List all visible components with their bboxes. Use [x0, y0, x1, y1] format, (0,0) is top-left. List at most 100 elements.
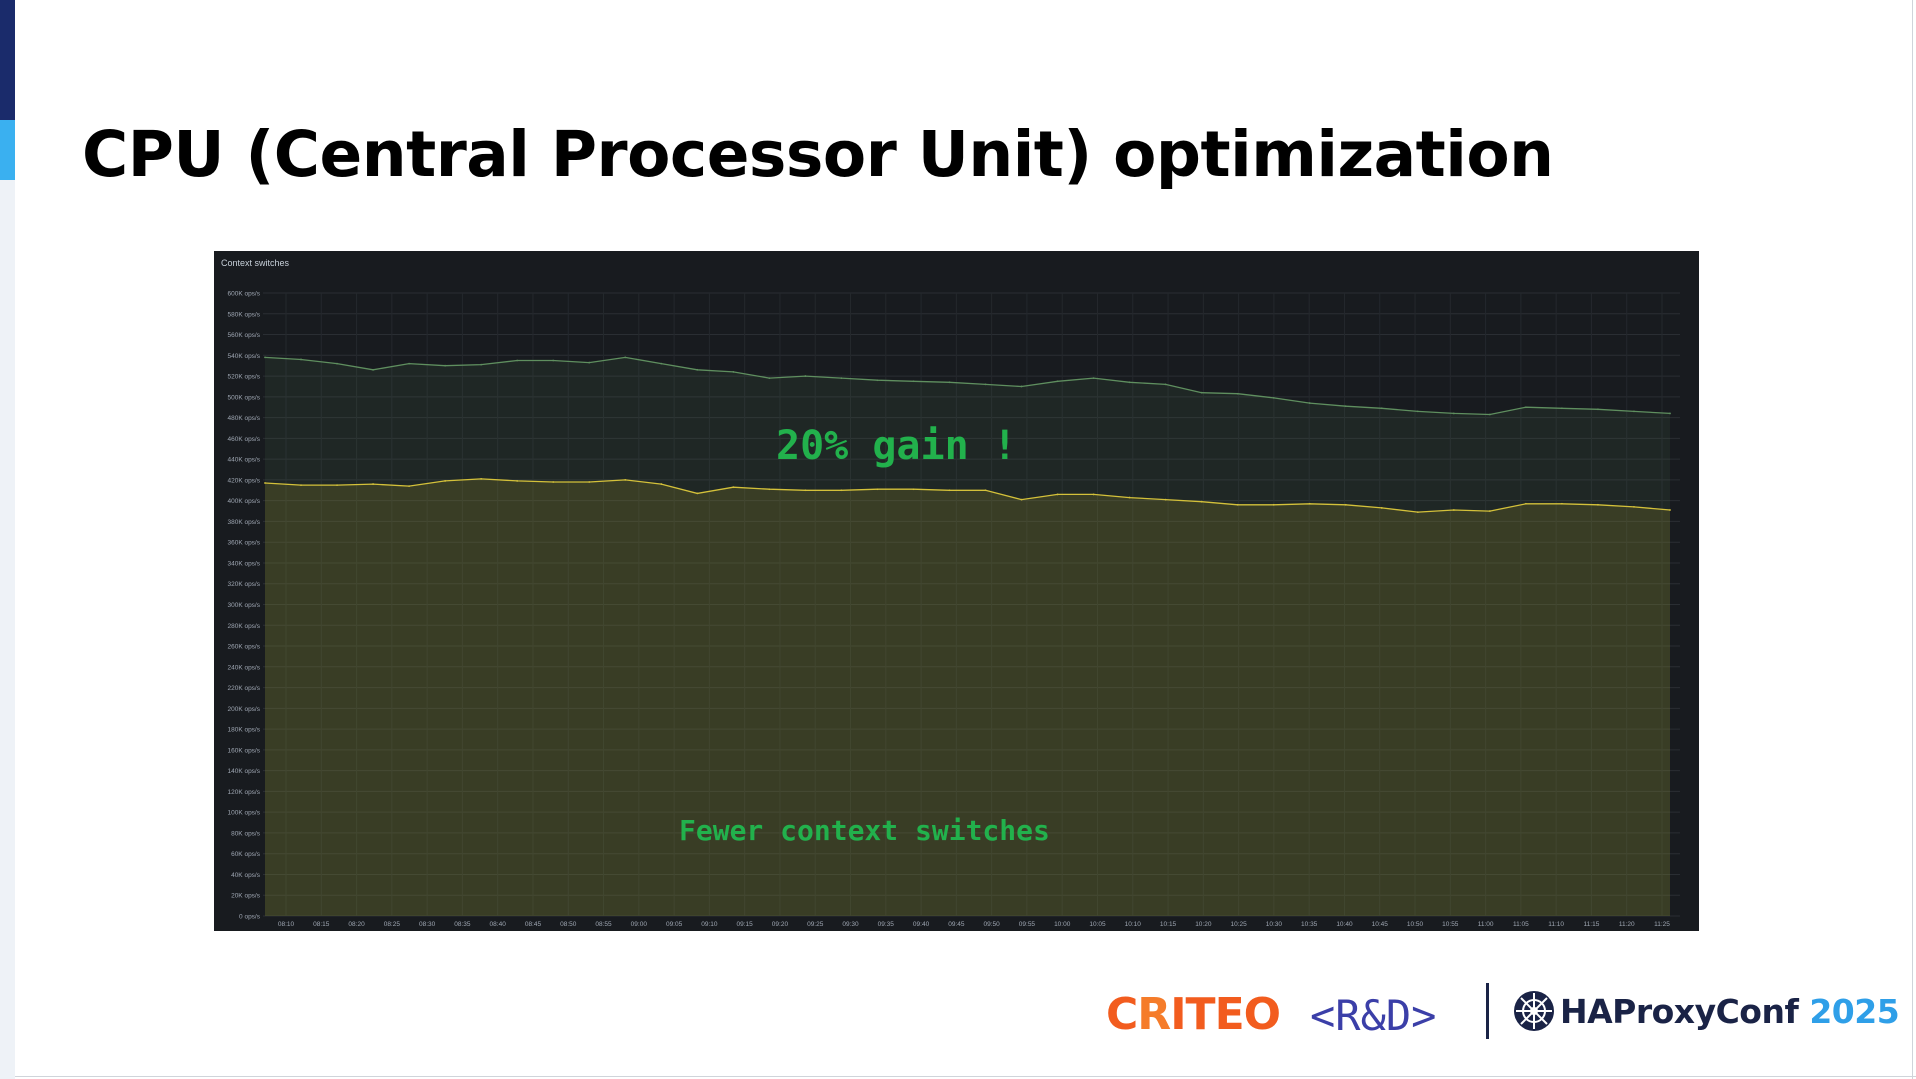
series-before-point: [660, 362, 663, 365]
x-tick-label: 11:25: [1654, 921, 1670, 928]
series-after-point: [804, 489, 807, 492]
y-tick-label: 420K ops/s: [227, 477, 260, 484]
y-tick-label: 400K ops/s: [227, 498, 260, 505]
series-before-point: [1092, 377, 1095, 380]
series-after-point: [1524, 502, 1527, 505]
y-tick-label: 360K ops/s: [227, 540, 260, 547]
series-before-point: [1056, 380, 1059, 383]
y-tick-label: 600K ops/s: [227, 291, 260, 298]
footer-divider: [1486, 983, 1489, 1039]
x-tick-label: 09:15: [737, 921, 754, 928]
left-accent-strip: [0, 0, 15, 1079]
series-after-point: [1164, 498, 1167, 501]
series-after-point: [696, 492, 699, 495]
series-before-point: [552, 359, 555, 362]
series-before-point: [1416, 410, 1419, 413]
y-tick-label: 440K ops/s: [227, 457, 260, 464]
series-after-point: [1488, 510, 1491, 512]
series-after-area: [265, 478, 1670, 916]
y-tick-label: 340K ops/s: [227, 560, 260, 567]
y-tick-label: 280K ops/s: [227, 623, 260, 630]
y-tick-label: 300K ops/s: [227, 602, 260, 609]
series-after-point: [732, 486, 735, 489]
series-after-point: [768, 488, 771, 491]
series-before-point: [264, 356, 266, 359]
y-tick-label: 0 ops/s: [239, 914, 261, 921]
x-tick-label: 09:55: [1019, 921, 1036, 928]
series-after-point: [1092, 493, 1095, 496]
x-tick-label: 08:45: [525, 921, 542, 928]
series-before-point: [1344, 405, 1347, 408]
x-tick-label: 09:35: [878, 921, 895, 928]
series-before-point: [1200, 391, 1203, 394]
series-after-point: [1416, 511, 1419, 513]
series-after-point: [1056, 493, 1059, 496]
y-tick-label: 260K ops/s: [227, 644, 260, 651]
x-tick-label: 11:05: [1513, 921, 1529, 928]
series-after-point: [660, 483, 663, 485]
slide-bottom-border: [15, 1076, 1916, 1077]
y-tick-label: 380K ops/s: [227, 519, 260, 526]
x-tick-label: 11:15: [1584, 921, 1600, 928]
series-after-point: [1308, 502, 1311, 505]
criteo-logo-r: R: [1137, 989, 1171, 1040]
series-before-point: [1669, 412, 1671, 415]
series-before-point: [696, 368, 699, 371]
x-tick-label: 10:50: [1407, 921, 1424, 928]
series-after-point: [372, 483, 374, 485]
series-before-point: [1272, 396, 1275, 399]
series-after-point: [1236, 503, 1239, 506]
series-before-point: [1308, 402, 1311, 404]
series-before-point: [1597, 408, 1599, 411]
x-tick-label: 09:30: [842, 921, 859, 928]
series-after-point: [840, 489, 843, 492]
haproxy-logo-icon: [1514, 991, 1554, 1031]
y-tick-label: 40K ops/s: [231, 872, 261, 879]
series-before-point: [408, 362, 411, 365]
series-before-point: [876, 379, 879, 382]
series-before-point: [516, 359, 519, 362]
y-tick-label: 160K ops/s: [227, 747, 260, 754]
x-tick-label: 10:00: [1054, 921, 1071, 928]
x-tick-label: 10:05: [1089, 921, 1106, 928]
series-after-point: [1561, 502, 1563, 505]
slide-title: CPU (Central Processor Unit) optimizatio…: [82, 118, 1554, 191]
x-tick-label: 10:40: [1336, 921, 1353, 928]
series-before-point: [840, 377, 843, 380]
y-tick-label: 460K ops/s: [227, 436, 260, 443]
series-before-point: [1561, 407, 1563, 410]
x-tick-label: 09:50: [984, 921, 1001, 928]
x-tick-label: 08:20: [348, 921, 365, 928]
x-tick-label: 10:20: [1195, 921, 1212, 928]
haproxyconf-wordmark: HAProxyConf 2025: [1560, 992, 1900, 1031]
y-tick-label: 240K ops/s: [227, 664, 260, 671]
y-tick-label: 80K ops/s: [231, 830, 261, 837]
x-tick-label: 08:50: [560, 921, 577, 928]
x-tick-label: 08:30: [419, 921, 436, 928]
y-tick-label: 580K ops/s: [227, 311, 260, 318]
x-tick-label: 09:00: [631, 921, 648, 928]
series-before-line: [264, 356, 1671, 416]
y-tick-label: 20K ops/s: [231, 893, 261, 900]
x-tick-label: 10:45: [1372, 921, 1389, 928]
x-tick-label: 10:35: [1301, 921, 1318, 928]
series-after-point: [444, 480, 447, 482]
y-tick-label: 320K ops/s: [227, 581, 260, 588]
x-tick-label: 08:10: [278, 921, 295, 928]
series-after-point: [984, 489, 987, 492]
x-tick-label: 09:20: [772, 921, 789, 928]
series-before-point: [444, 364, 447, 367]
accent-bar-dark: [0, 0, 15, 120]
context-switches-chart: Context switches 0 ops/s 20K ops/s 40K ops/…: [214, 251, 1699, 931]
criteo-logo: CRITEO: [1106, 989, 1281, 1040]
series-after-point: [300, 484, 302, 486]
series-before-point: [1524, 406, 1527, 409]
series-after-point: [1633, 505, 1635, 508]
series-after-point: [624, 479, 627, 481]
criteo-logo-c: C: [1106, 989, 1138, 1040]
y-tick-label: 500K ops/s: [227, 394, 260, 401]
series-before-point: [1236, 392, 1239, 395]
series-before-point: [300, 358, 302, 361]
y-tick-label: 180K ops/s: [227, 727, 260, 734]
x-tick-label: 08:15: [313, 921, 330, 928]
